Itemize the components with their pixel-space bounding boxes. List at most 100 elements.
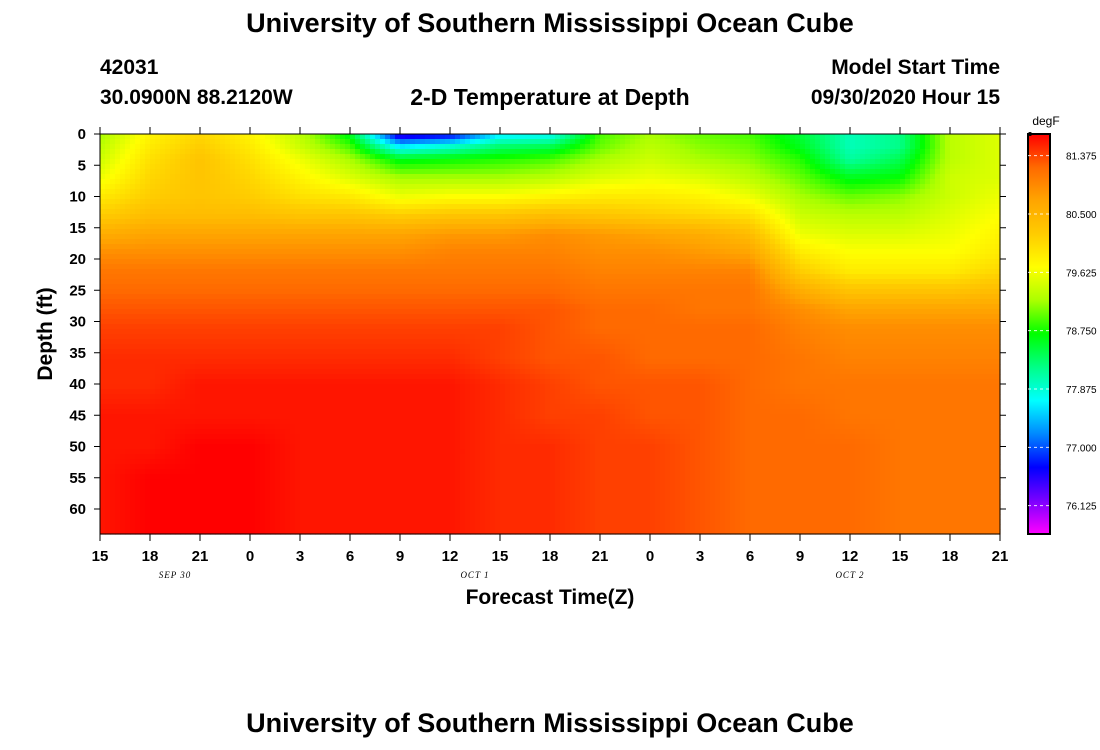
heatmap-cell xyxy=(740,179,746,185)
heatmap-cell xyxy=(450,154,456,160)
heatmap-cell xyxy=(405,254,411,260)
heatmap-cell xyxy=(220,249,226,255)
heatmap-cell xyxy=(850,169,856,175)
heatmap-cell xyxy=(940,184,946,190)
heatmap-cell xyxy=(450,269,456,275)
heatmap-cell xyxy=(720,254,726,260)
heatmap-cell xyxy=(695,239,701,245)
heatmap-cell xyxy=(580,249,586,255)
heatmap-cell xyxy=(520,174,526,180)
heatmap-cell xyxy=(390,179,396,185)
heatmap-cell xyxy=(370,134,376,140)
heatmap-cell xyxy=(355,204,361,210)
heatmap-cell xyxy=(325,139,331,145)
heatmap-cell xyxy=(445,174,451,180)
heatmap-cell xyxy=(335,259,341,265)
heatmap-cell xyxy=(110,269,116,275)
heatmap-cell xyxy=(740,199,746,205)
heatmap-cell xyxy=(710,179,716,185)
heatmap-cell xyxy=(490,204,496,210)
heatmap-cell xyxy=(450,199,456,205)
heatmap-cell xyxy=(705,169,711,175)
heatmap-cell xyxy=(300,259,306,265)
heatmap-cell xyxy=(750,239,756,245)
heatmap-cell xyxy=(875,199,881,205)
heatmap-cell xyxy=(225,189,231,195)
heatmap-cell xyxy=(260,239,266,245)
heatmap-cell xyxy=(355,214,361,220)
heatmap-cell xyxy=(380,244,386,250)
heatmap-cell xyxy=(250,184,256,190)
heatmap-cell xyxy=(680,164,686,170)
heatmap-cell xyxy=(910,234,916,240)
heatmap-cell xyxy=(260,254,266,260)
heatmap-cell xyxy=(225,219,231,225)
heatmap-cell xyxy=(940,174,946,180)
heatmap-cell xyxy=(820,179,826,185)
heatmap-cell xyxy=(145,239,151,245)
heatmap-cell xyxy=(210,259,216,265)
heatmap-cell xyxy=(860,189,866,195)
heatmap-cell xyxy=(805,154,811,160)
heatmap-cell xyxy=(375,239,381,245)
heatmap-cell xyxy=(990,209,996,215)
heatmap-cell xyxy=(700,199,706,205)
heatmap-cell xyxy=(550,159,556,165)
heatmap-cell xyxy=(925,224,931,230)
heatmap-cell xyxy=(295,139,301,145)
heatmap-cell xyxy=(320,239,326,245)
heatmap-cell xyxy=(240,169,246,175)
heatmap-cell xyxy=(290,204,296,210)
heatmap-cell xyxy=(470,229,476,235)
heatmap-cell xyxy=(720,239,726,245)
heatmap-cell xyxy=(570,189,576,195)
heatmap-cell xyxy=(755,264,761,270)
heatmap-cell xyxy=(860,234,866,240)
heatmap-cell xyxy=(430,214,436,220)
heatmap-cell xyxy=(895,154,901,160)
heatmap-cell xyxy=(585,249,591,255)
heatmap-cell xyxy=(855,219,861,225)
heatmap-cell xyxy=(385,239,391,245)
heatmap-cell xyxy=(105,269,111,275)
heatmap-cell xyxy=(325,199,331,205)
heatmap-cell xyxy=(940,234,946,240)
heatmap-cell xyxy=(920,249,926,255)
heatmap-cell xyxy=(210,194,216,200)
heatmap-cell xyxy=(950,249,956,255)
heatmap-cell xyxy=(110,259,116,265)
heatmap-cell xyxy=(605,184,611,190)
heatmap-cell xyxy=(885,164,891,170)
heatmap-cell xyxy=(445,269,451,275)
heatmap-cell xyxy=(395,194,401,200)
heatmap-cell xyxy=(975,194,981,200)
heatmap-cell xyxy=(155,194,161,200)
heatmap-cell xyxy=(420,144,426,150)
heatmap-cell xyxy=(500,169,506,175)
heatmap-cell xyxy=(985,209,991,215)
heatmap-cell xyxy=(855,164,861,170)
heatmap-cell xyxy=(995,219,1001,225)
heatmap-cell xyxy=(190,184,196,190)
heatmap-cell xyxy=(155,219,161,225)
heatmap-cell xyxy=(275,214,281,220)
heatmap-cell xyxy=(585,134,591,140)
heatmap-cell xyxy=(850,249,856,255)
heatmap-cell xyxy=(470,144,476,150)
heatmap-cell xyxy=(860,139,866,145)
heatmap-cell xyxy=(875,164,881,170)
heatmap-cell xyxy=(165,209,171,215)
heatmap-cell xyxy=(230,189,236,195)
heatmap-cell xyxy=(905,209,911,215)
heatmap-cell xyxy=(705,259,711,265)
heatmap-cell xyxy=(430,199,436,205)
heatmap-cell xyxy=(660,134,666,140)
heatmap-cell xyxy=(885,194,891,200)
heatmap-cell xyxy=(975,259,981,265)
heatmap-cell xyxy=(595,259,601,265)
heatmap-cell xyxy=(580,244,586,250)
heatmap-cell xyxy=(950,259,956,265)
heatmap-cell xyxy=(890,259,896,265)
heatmap-cell xyxy=(625,244,631,250)
heatmap-cell xyxy=(145,259,151,265)
